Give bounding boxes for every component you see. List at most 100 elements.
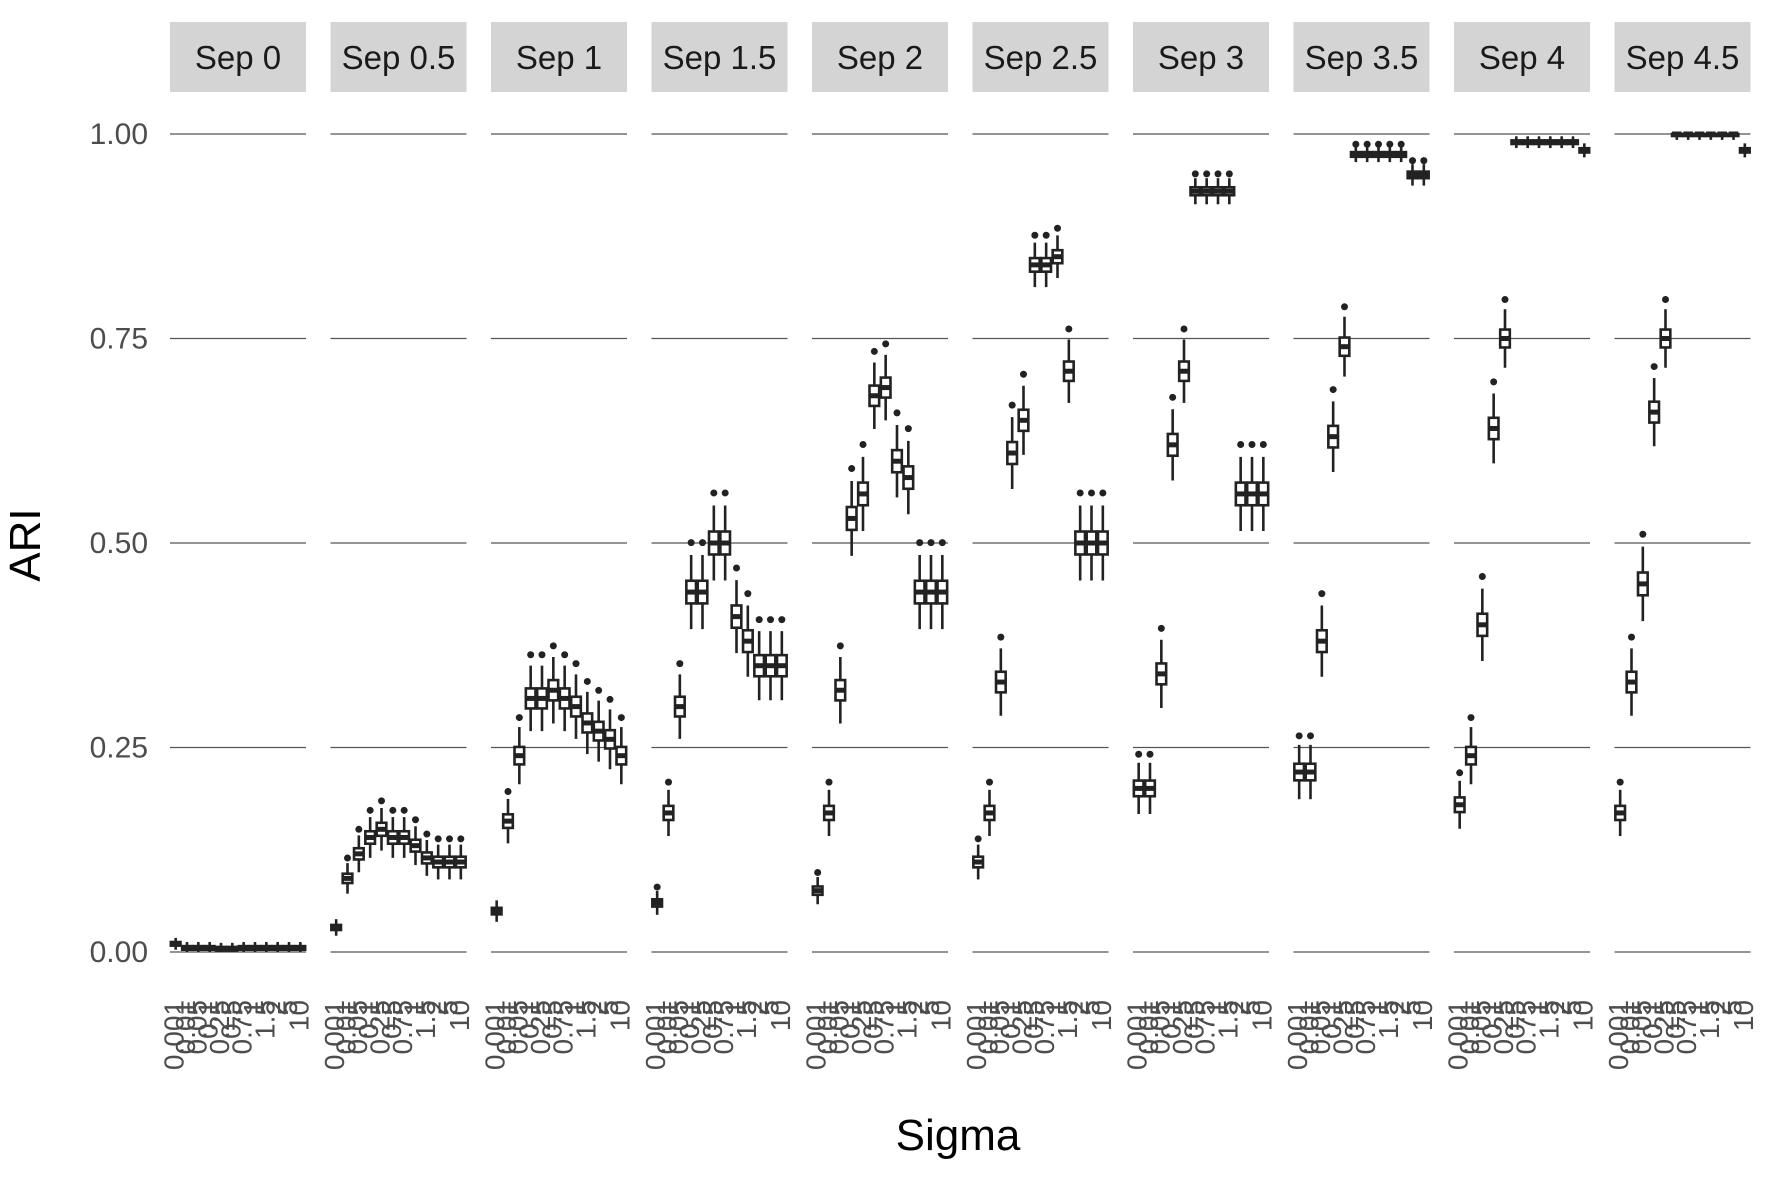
outlier-point	[378, 797, 385, 805]
outlier-point	[515, 714, 523, 722]
box-mark	[454, 835, 467, 880]
x-tick-label: 0.001	[159, 1000, 190, 1070]
x-tick-label: 5	[1556, 1000, 1587, 1016]
outlier-point	[974, 835, 982, 843]
outlier-point	[778, 616, 786, 624]
x-tick-label: 5	[1396, 1000, 1427, 1016]
box-mark	[741, 590, 754, 677]
box-mark	[662, 778, 675, 837]
outlier-point	[1054, 224, 1061, 232]
x-tick-label: 1.5	[731, 1000, 762, 1039]
box-mark	[845, 465, 858, 556]
box-mark	[1578, 143, 1591, 158]
box-mark	[1738, 143, 1751, 158]
box-mark	[1521, 136, 1534, 149]
x-tick-label: 0.25	[1328, 1000, 1359, 1055]
box-mark	[1223, 170, 1236, 205]
outlier-point	[400, 806, 408, 814]
box-mark	[1051, 224, 1064, 279]
x-tick-label: 2	[1063, 1000, 1094, 1016]
x-tick-label: 10	[1246, 1000, 1277, 1031]
outlier-point	[1662, 295, 1669, 303]
outlier-point	[527, 651, 535, 659]
facet-panel: Sep 1.5 0.0010.010.050.10.250.50.7511.525…	[640, 22, 796, 1070]
box-mark	[775, 616, 788, 701]
facet-strip	[1133, 22, 1269, 92]
x-tick-label: 0.05	[502, 1000, 533, 1055]
outlier-point	[1008, 401, 1016, 409]
box-mark	[924, 539, 938, 630]
outlier-point	[848, 465, 856, 473]
outlier-point	[504, 787, 512, 795]
box-mark	[535, 651, 549, 732]
box-mark	[1096, 489, 1109, 581]
x-tick-label: 10	[765, 1000, 796, 1031]
outlier-point	[1225, 170, 1233, 178]
x-tick-label: 0.01	[1294, 1000, 1325, 1055]
outlier-point	[927, 539, 935, 547]
outlier-point	[1490, 378, 1498, 386]
box-mark	[1614, 778, 1627, 837]
outlier-point	[721, 489, 729, 497]
outlier-point	[870, 347, 878, 355]
box-mark	[330, 919, 343, 936]
outlier-point	[1352, 140, 1360, 148]
box-mark	[1166, 393, 1179, 481]
facet-strip-label: Sep 3	[1158, 39, 1244, 76]
box-mark	[730, 564, 743, 654]
outlier-point	[389, 806, 397, 814]
outlier-point	[1329, 386, 1337, 394]
box-mark	[615, 714, 628, 785]
y-tick-label: 0.75	[90, 323, 148, 356]
x-tick-label: 0.5	[376, 1000, 407, 1039]
box-mark	[581, 677, 594, 755]
box-mark	[1372, 140, 1385, 163]
outlier-point	[1318, 590, 1326, 598]
x-tick-label: 0.001	[801, 1000, 832, 1070]
box-mark	[248, 942, 262, 952]
box-mark	[994, 633, 1007, 716]
x-tick-label: 5	[1075, 1000, 1106, 1016]
box-mark	[294, 942, 307, 952]
box-mark	[902, 425, 915, 515]
x-tick-label: 0.05	[984, 1000, 1015, 1055]
x-tick-label: 0.001	[961, 1000, 992, 1070]
outlier-point	[1248, 440, 1256, 448]
box-mark	[192, 942, 205, 952]
outlier-point	[1065, 325, 1073, 333]
outlier-point	[1363, 140, 1371, 148]
facet-strip-label: Sep 0	[195, 39, 281, 76]
box-mark	[856, 440, 870, 531]
x-tick-label: 0.75	[1350, 1000, 1381, 1055]
box-mark	[1245, 440, 1259, 531]
facet-strip	[1454, 22, 1590, 92]
box-mark	[983, 778, 996, 837]
facet-strip-label: Sep 2.5	[984, 39, 1098, 76]
box-mark	[513, 714, 526, 785]
box-mark	[1383, 140, 1396, 163]
outlier-point	[1397, 140, 1405, 148]
x-tick-label: 0.75	[1190, 1000, 1221, 1055]
box-mark	[237, 942, 250, 952]
x-tick-label: 0.1	[1316, 1000, 1347, 1039]
box-mark	[443, 835, 456, 880]
x-tick-label: 0.001	[640, 1000, 671, 1070]
x-tick-label: 10	[1407, 1000, 1438, 1031]
outlier-point	[1203, 170, 1211, 178]
x-tick-label: 0.5	[1339, 1000, 1370, 1039]
box-mark	[936, 539, 949, 630]
outlier-point	[538, 651, 546, 659]
box-mark	[1040, 231, 1053, 288]
outlier-point	[412, 816, 419, 824]
x-tick-label: 0.01	[973, 1000, 1004, 1055]
box-mark	[1132, 750, 1145, 815]
outlier-point	[355, 825, 363, 833]
outlier-point	[1307, 732, 1314, 740]
box-mark	[1555, 136, 1568, 149]
box-mark	[1200, 170, 1213, 205]
outlier-point	[904, 425, 912, 433]
x-tick-label: 1.5	[570, 1000, 601, 1039]
outlier-point	[583, 677, 591, 685]
